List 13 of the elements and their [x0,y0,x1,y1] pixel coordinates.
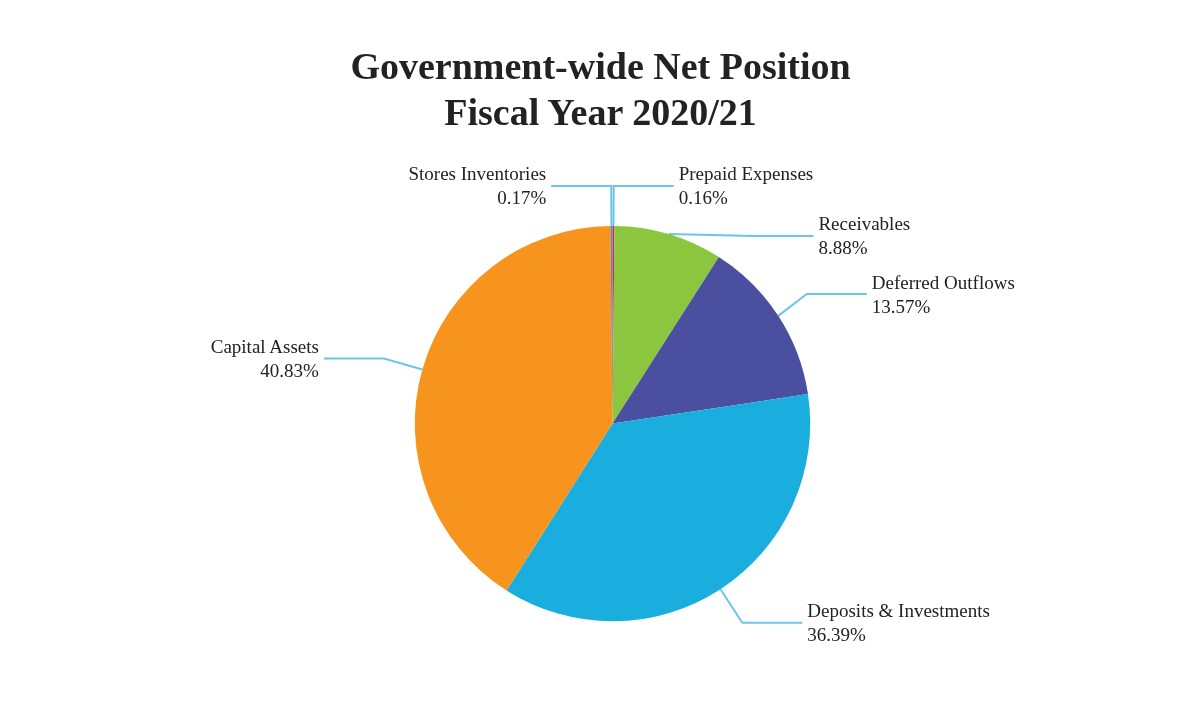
data-label: 8.88% [818,237,868,259]
data-label: 36.39% [807,624,867,646]
data-label: 0.17% [497,187,547,209]
slice-label: Deferred Outflows [871,271,1015,293]
chart-title: Government-wide Net Position Fiscal Year 2020/21 [350,45,851,133]
slice-label: Stores Inventories [408,163,547,185]
slice-label: Prepaid Expenses [678,163,814,185]
slice-label: Capital Assets [210,336,319,358]
data-label: 0.16% [678,187,728,209]
slice-label: Receivables [818,213,911,235]
slice-label: Deposits & Investments [807,600,990,622]
data-label: 40.83% [260,360,320,382]
data-label: 13.57% [871,295,931,317]
